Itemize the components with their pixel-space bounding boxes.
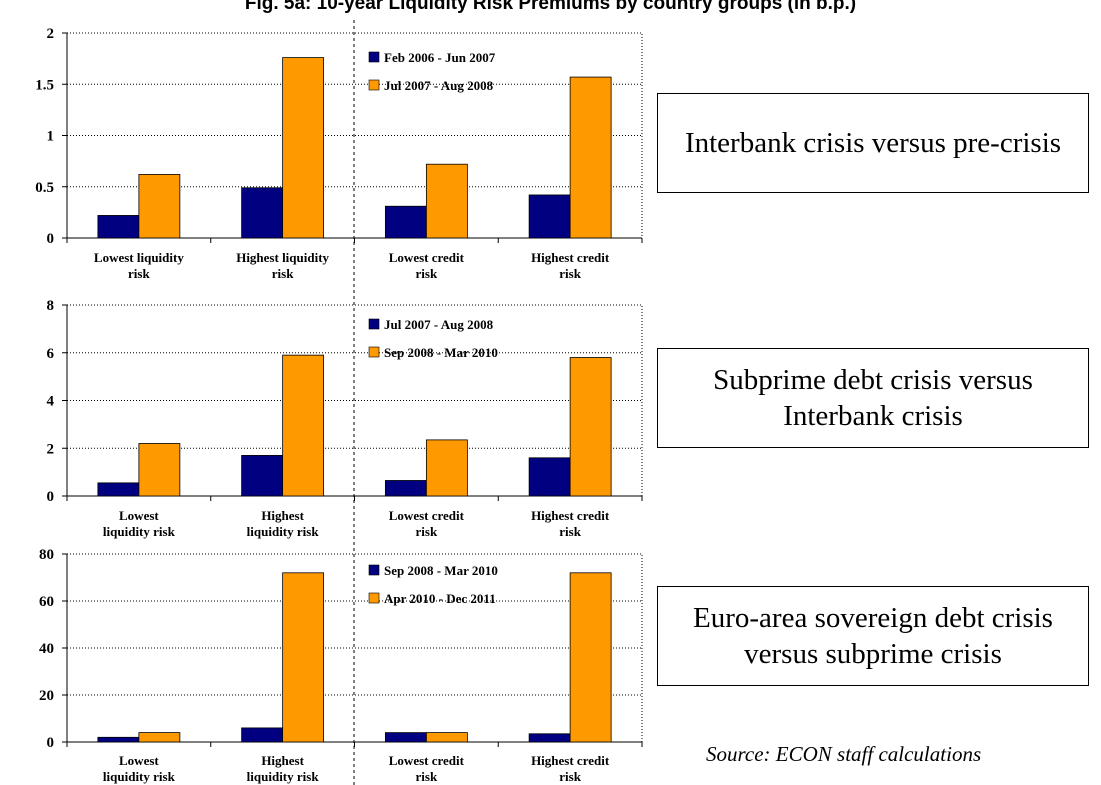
bar-series-2 bbox=[569, 357, 612, 497]
x-category-label-line: Lowest credit bbox=[389, 250, 465, 265]
bar-series-1 bbox=[97, 482, 140, 497]
panel-3-caption: Euro-area sovereign debt crisis versus s… bbox=[657, 586, 1089, 686]
y-tick-label: 0 bbox=[47, 231, 55, 247]
page-title: Fig. 5a: 10-year Liquidity Risk Premiums… bbox=[244, 0, 857, 14]
legend-swatch bbox=[368, 346, 380, 358]
y-tick-label: 6 bbox=[47, 346, 55, 362]
y-tick-label: 0.5 bbox=[35, 180, 54, 196]
y-tick-label: 8 bbox=[47, 298, 55, 314]
legend-label: Jul 2007 - Aug 2008 bbox=[384, 78, 494, 93]
bar-series-1 bbox=[528, 194, 571, 239]
x-category-label-line: risk bbox=[559, 524, 581, 539]
bar-series-1 bbox=[241, 455, 284, 497]
x-category-label-line: liquidity risk bbox=[247, 769, 320, 784]
x-category-label: Highest credit risk bbox=[531, 753, 610, 784]
x-category-label-line: risk bbox=[416, 266, 438, 281]
x-category-label-line: Lowest bbox=[119, 753, 159, 768]
y-tick-label: 4 bbox=[47, 394, 55, 410]
bar-series-1 bbox=[241, 187, 284, 239]
bar-series-2 bbox=[425, 163, 468, 239]
legend-label: Sep 2008 - Mar 2010 bbox=[384, 345, 498, 360]
bar-series-2 bbox=[569, 572, 612, 743]
bar-series-1 bbox=[528, 457, 571, 497]
x-category-label: Highest liquidity risk bbox=[247, 508, 320, 539]
bar-series-2 bbox=[282, 57, 325, 239]
x-category-label: Highest liquidity risk bbox=[236, 250, 329, 281]
y-tick-label: 0 bbox=[47, 735, 55, 751]
x-category-label-line: Highest liquidity bbox=[236, 250, 329, 265]
x-category-label-line: risk bbox=[416, 524, 438, 539]
legend-swatch bbox=[368, 51, 380, 63]
x-category-label-line: Lowest credit bbox=[389, 753, 465, 768]
x-category-label-line: risk bbox=[128, 266, 150, 281]
y-tick-label: 2 bbox=[47, 26, 55, 42]
x-category-label-line: liquidity risk bbox=[247, 524, 320, 539]
x-category-label-line: Lowest credit bbox=[389, 508, 465, 523]
x-category-label-line: risk bbox=[559, 266, 581, 281]
bar-series-1 bbox=[384, 480, 427, 497]
legend-swatch bbox=[368, 592, 380, 604]
x-category-label-line: risk bbox=[416, 769, 438, 784]
bar-series-1 bbox=[97, 215, 140, 239]
bar-series-1 bbox=[97, 736, 140, 743]
y-tick-label: 80 bbox=[39, 547, 54, 563]
legend-swatch bbox=[368, 564, 380, 576]
x-category-label-line: Lowest liquidity bbox=[94, 250, 184, 265]
bar-series-1 bbox=[384, 732, 427, 743]
x-category-label-line: liquidity risk bbox=[103, 769, 176, 784]
source-note: Source: ECON staff calculations bbox=[706, 742, 982, 766]
bar-series-2 bbox=[138, 732, 181, 743]
legend-label: Feb 2006 - Jun 2007 bbox=[384, 50, 496, 65]
y-tick-label: 2 bbox=[47, 441, 55, 457]
legend-swatch bbox=[368, 318, 380, 330]
bar-series-1 bbox=[241, 727, 284, 743]
x-category-label-line: Highest credit bbox=[531, 250, 610, 265]
x-category-label-line: Highest bbox=[261, 508, 304, 523]
y-tick-label: 40 bbox=[39, 641, 54, 657]
bar-series-2 bbox=[282, 354, 325, 497]
plot-frame bbox=[66, 553, 643, 743]
x-category-label-line: risk bbox=[272, 266, 294, 281]
bar-series-2 bbox=[138, 174, 181, 239]
y-tick-label: 1 bbox=[47, 129, 55, 145]
bar-series-2 bbox=[425, 732, 468, 743]
x-category-label-line: Highest credit bbox=[531, 508, 610, 523]
x-category-label-line: Highest bbox=[261, 753, 304, 768]
x-category-label: Lowest credit risk bbox=[389, 753, 465, 784]
bar-series-2 bbox=[282, 572, 325, 743]
bar-series-1 bbox=[384, 205, 427, 239]
x-category-label: Highest liquidity risk bbox=[247, 753, 320, 784]
bar-series-2 bbox=[138, 443, 181, 497]
bar-series-2 bbox=[425, 439, 468, 497]
x-category-label: Lowest liquidity risk bbox=[94, 250, 184, 281]
x-category-label: Lowest liquidity risk bbox=[103, 508, 176, 539]
x-category-label: Highest credit risk bbox=[531, 508, 610, 539]
legend-label: Jul 2007 - Aug 2008 bbox=[384, 317, 494, 332]
panel-1-caption: Interbank crisis versus pre-crisis bbox=[657, 93, 1089, 193]
x-category-label-line: liquidity risk bbox=[103, 524, 176, 539]
y-tick-label: 60 bbox=[39, 594, 54, 610]
x-category-label: Lowest credit risk bbox=[389, 508, 465, 539]
x-category-label: Highest credit risk bbox=[531, 250, 610, 281]
legend-label: Apr 2010 - Dec 2011 bbox=[384, 591, 496, 606]
legend-swatch bbox=[368, 79, 380, 91]
x-category-label-line: Lowest bbox=[119, 508, 159, 523]
y-tick-label: 20 bbox=[39, 688, 54, 704]
panel-2-caption: Subprime debt crisis versus Interbank cr… bbox=[657, 348, 1089, 448]
x-category-label-line: Highest credit bbox=[531, 753, 610, 768]
x-category-label-line: risk bbox=[559, 769, 581, 784]
legend-label: Sep 2008 - Mar 2010 bbox=[384, 563, 498, 578]
bar-series-1 bbox=[528, 733, 571, 743]
y-tick-label: 0 bbox=[47, 489, 55, 505]
x-category-label: Lowest liquidity risk bbox=[103, 753, 176, 784]
x-category-label: Lowest credit risk bbox=[389, 250, 465, 281]
y-tick-label: 1.5 bbox=[35, 77, 54, 93]
bar-series-2 bbox=[569, 76, 612, 239]
